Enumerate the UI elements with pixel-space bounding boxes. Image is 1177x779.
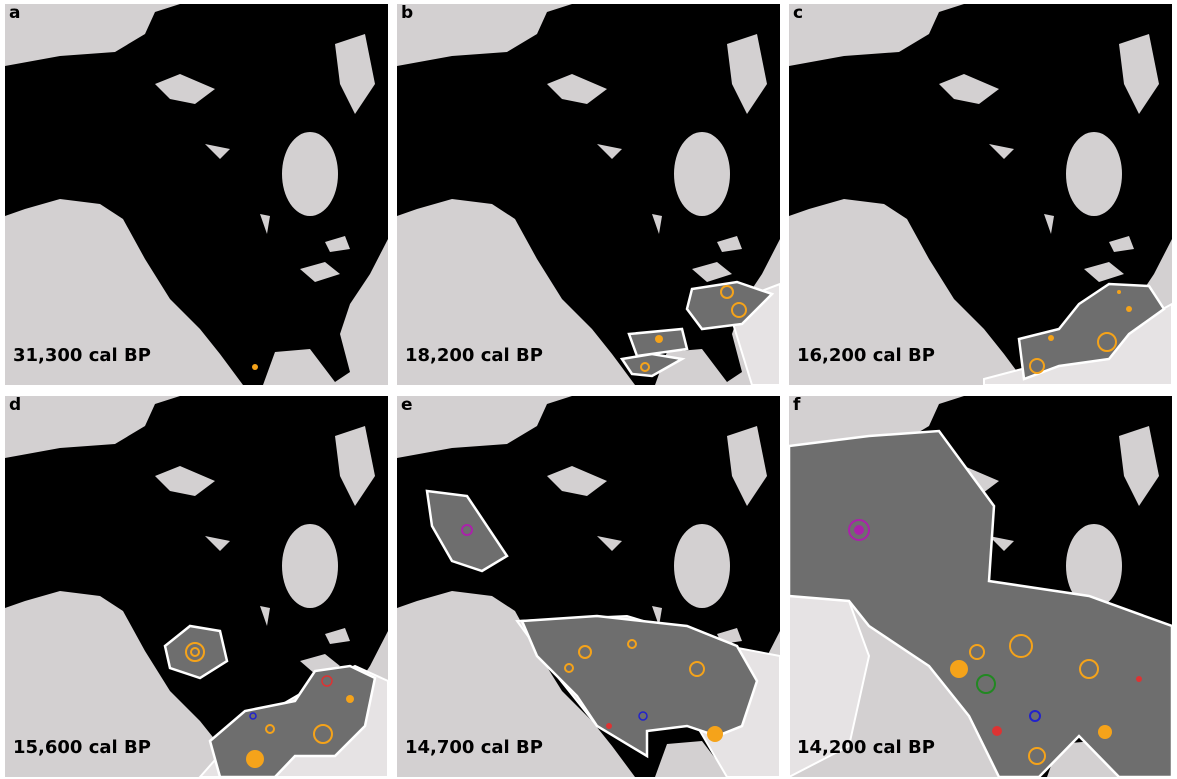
- panel-date: 14,200 cal BP: [797, 737, 935, 758]
- panel-date: 15,600 cal BP: [13, 737, 151, 758]
- panel-label: c: [793, 3, 803, 23]
- panel-label: d: [9, 395, 21, 415]
- panel: b 18,200 cal BP: [397, 3, 780, 385]
- panel-date: 31,300 cal BP: [13, 345, 151, 366]
- panel-date: 18,200 cal BP: [405, 345, 543, 366]
- panel: c 16,200 cal BP: [789, 3, 1172, 385]
- panel-date: 16,200 cal BP: [797, 345, 935, 366]
- panel: d 15,600 cal BP: [5, 395, 388, 777]
- panel: e 14,700 cal BP: [397, 395, 780, 777]
- panel: a 31,300 cal BP: [5, 3, 388, 385]
- panel-date: 14,700 cal BP: [405, 737, 543, 758]
- panel-label: f: [793, 395, 801, 415]
- panel-label: a: [9, 3, 20, 23]
- panel: f 14,200 cal BP: [789, 395, 1172, 777]
- panel-label: b: [401, 3, 413, 23]
- panel-label: e: [401, 395, 413, 415]
